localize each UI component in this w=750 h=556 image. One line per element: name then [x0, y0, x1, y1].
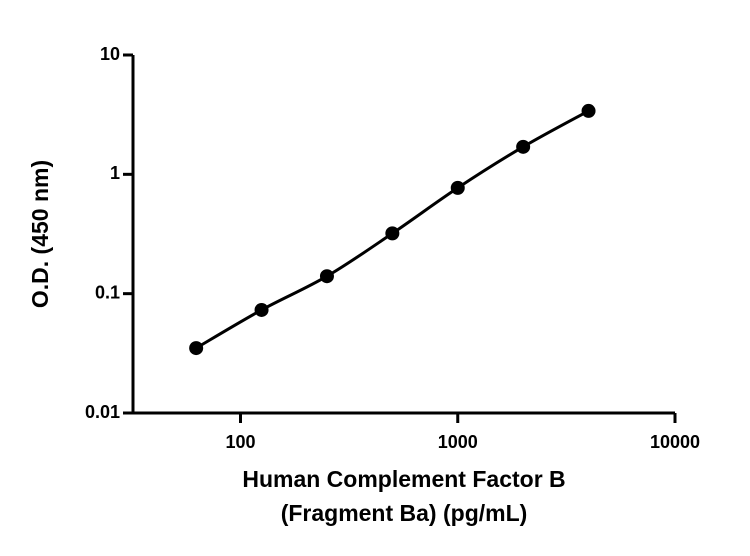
y-axis-label: O.D. (450 nm) — [27, 160, 53, 308]
data-point — [450, 180, 465, 195]
x-tick-label: 10000 — [650, 432, 700, 452]
y-tick-label: 0.01 — [85, 402, 120, 422]
y-tick-label: 0.1 — [95, 282, 120, 302]
y-tick-label: 10 — [100, 44, 120, 64]
data-point — [385, 226, 400, 241]
x-tick-label: 1000 — [438, 432, 478, 452]
data-point — [516, 139, 531, 154]
data-point — [254, 302, 269, 317]
data-point — [189, 341, 204, 356]
data-point — [319, 269, 334, 284]
x-tick-label: 100 — [225, 432, 255, 452]
x-axis-label: (Fragment Ba) (pg/mL) — [281, 500, 528, 526]
data-point — [581, 103, 596, 118]
x-axis-label: Human Complement Factor B — [242, 466, 565, 492]
y-tick-label: 1 — [110, 163, 120, 183]
